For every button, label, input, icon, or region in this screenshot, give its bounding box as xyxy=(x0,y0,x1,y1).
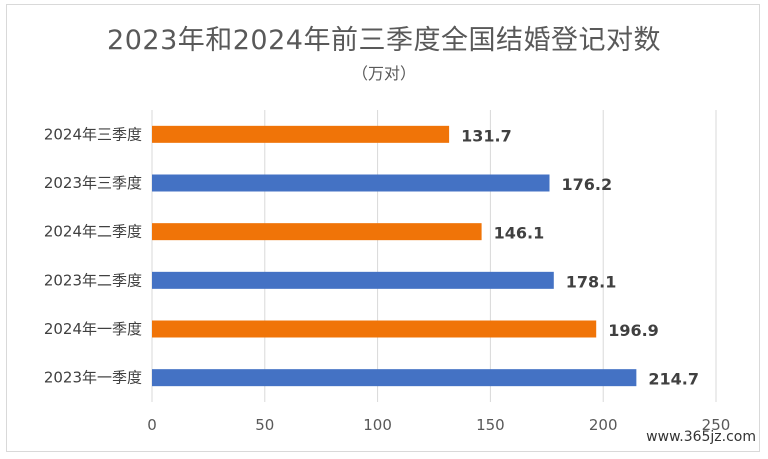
bar xyxy=(152,223,482,241)
category-label: 2023年三季度 xyxy=(44,174,142,192)
category-label: 2023年二季度 xyxy=(44,271,142,289)
data-label: 214.7 xyxy=(648,370,699,389)
data-label: 178.1 xyxy=(566,272,617,291)
x-tick-label: 100 xyxy=(363,416,392,434)
bar xyxy=(152,125,450,143)
category-labels: 2024年三季度 2023年三季度 2024年二季度 2023年二季度 2024年一季度… xyxy=(44,125,142,386)
bar xyxy=(152,271,554,289)
bar xyxy=(152,320,597,338)
bar xyxy=(152,369,637,387)
x-tick-label: 200 xyxy=(589,416,618,434)
bar xyxy=(152,174,550,192)
bars xyxy=(152,125,637,387)
data-label: 131.7 xyxy=(461,126,512,145)
category-label: 2024年一季度 xyxy=(44,320,142,338)
data-label: 196.9 xyxy=(608,321,659,340)
x-tick-label: 150 xyxy=(476,416,505,434)
category-label: 2023年一季度 xyxy=(44,369,142,387)
category-label: 2024年三季度 xyxy=(44,125,142,143)
x-tick-label: 50 xyxy=(255,416,274,434)
x-tick-label: 250 xyxy=(702,416,731,434)
category-label: 2024年二季度 xyxy=(44,223,142,241)
data-label: 176.2 xyxy=(562,175,613,194)
chart-title: 2023年和2024年前三季度全国结婚登记对数 xyxy=(107,25,661,56)
watermark: www.365jz.com xyxy=(646,429,756,445)
x-tick-label: 0 xyxy=(147,416,157,434)
value-labels: 131.7 176.2 146.1 178.1 196.9 214.7 xyxy=(461,126,699,388)
x-axis-ticks: 0 50 100 150 200 250 xyxy=(147,416,730,434)
data-label: 146.1 xyxy=(494,224,545,243)
chart-subtitle: （万对） xyxy=(351,64,416,83)
gridlines xyxy=(151,110,717,402)
